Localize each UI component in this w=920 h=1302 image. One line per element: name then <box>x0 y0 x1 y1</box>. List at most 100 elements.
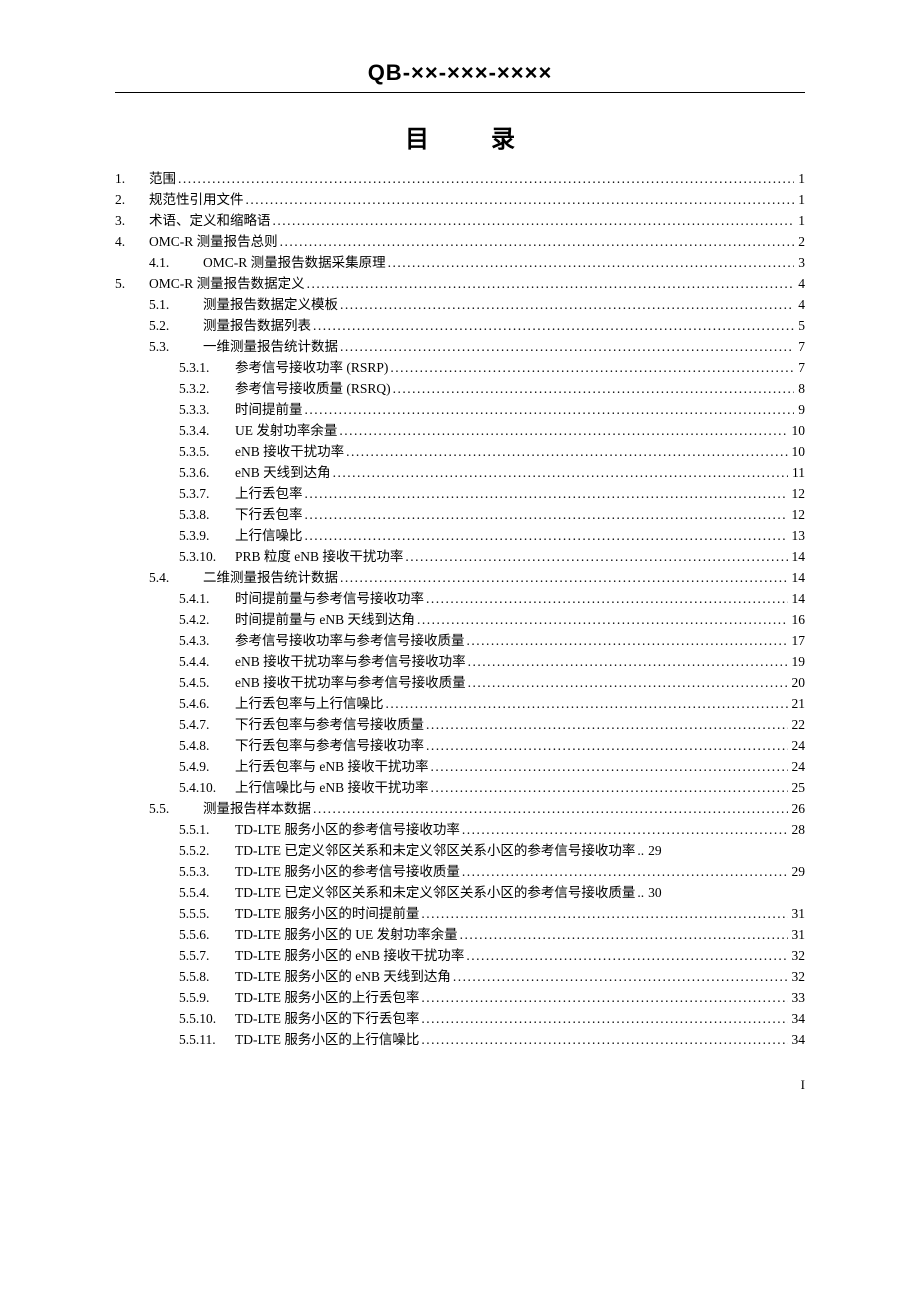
toc-entry[interactable]: 5.5.5.TD-LTE 服务小区的时间提前量 31 <box>115 907 805 921</box>
toc-entry[interactable]: 4.OMC-R 测量报告总则 2 <box>115 235 805 249</box>
toc-entry[interactable]: 5.3.1.参考信号接收功率 (RSRP)7 <box>115 361 805 375</box>
toc-entry[interactable]: 5.5.11.TD-LTE 服务小区的上行信噪比 34 <box>115 1033 805 1047</box>
toc-dots-leader <box>431 760 788 774</box>
toc-entry-number: 5.3.9. <box>179 529 235 543</box>
toc-entry-number: 5.3.3. <box>179 403 235 417</box>
toc-entry[interactable]: 5.4.9.上行丢包率与 eNB 接收干扰功率 24 <box>115 760 805 774</box>
toc-entry-page: 2 <box>796 235 805 249</box>
toc-entry[interactable]: 5.5.2.TD-LTE 已定义邻区关系和未定义邻区关系小区的参考信号接收功率.… <box>115 844 805 858</box>
toc-dots-leader <box>421 991 787 1005</box>
toc-entry[interactable]: 5.3.5.eNB 接收干扰功率10 <box>115 445 805 459</box>
toc-entry-number: 1. <box>115 172 149 186</box>
toc-dots-leader <box>466 949 787 963</box>
toc-entry-label: 时间提前量 <box>235 403 303 417</box>
toc-entry[interactable]: 5.3.2.参考信号接收质量 (RSRQ)8 <box>115 382 805 396</box>
toc-entry[interactable]: 5.4.3.参考信号接收功率与参考信号接收质量 17 <box>115 634 805 648</box>
toc-entry[interactable]: 5.5.10.TD-LTE 服务小区的下行丢包率 34 <box>115 1012 805 1026</box>
toc-entry-number: 5.4.9. <box>179 760 235 774</box>
toc-entry[interactable]: 5.4.1.时间提前量与参考信号接收功率 14 <box>115 592 805 606</box>
toc-dots-leader <box>426 718 788 732</box>
toc-dots-leader <box>178 172 794 186</box>
toc-entry-page: 1 <box>796 172 805 186</box>
toc-entry-number: 5.4.8. <box>179 739 235 753</box>
toc-entry[interactable]: 1.范围 1 <box>115 172 805 186</box>
toc-entry-number: 4.1. <box>149 256 203 270</box>
toc-entry-label: 下行丢包率与参考信号接收质量 <box>235 718 424 732</box>
toc-entry-number: 5.5.10. <box>179 1012 235 1026</box>
toc-entry-label: 二维测量报告统计数据 <box>203 571 338 585</box>
toc-entry[interactable]: 5.4.4.eNB 接收干扰功率与参考信号接收功率 19 <box>115 655 805 669</box>
toc-entry-page: 14 <box>790 592 806 606</box>
toc-entry[interactable]: 5.3.8.下行丢包率 12 <box>115 508 805 522</box>
toc-entry[interactable]: 5.3.10.PRB 粒度 eNB 接收干扰功率 14 <box>115 550 805 564</box>
toc-entry[interactable]: 5.4.6.上行丢包率与上行信噪比 21 <box>115 697 805 711</box>
toc-entry[interactable]: 5.4.10.上行信噪比与 eNB 接收干扰功率25 <box>115 781 805 795</box>
toc-entry-page: 17 <box>790 634 806 648</box>
toc-entry[interactable]: 5.3.3.时间提前量 9 <box>115 403 805 417</box>
toc-dots-leader <box>305 529 788 543</box>
toc-entry[interactable]: 5.2.测量报告数据列表5 <box>115 319 805 333</box>
toc-entry-separator: .. <box>637 844 644 858</box>
toc-entry-label: 上行信噪比与 eNB 接收干扰功率 <box>235 781 429 795</box>
toc-entry[interactable]: 5.5.9.TD-LTE 服务小区的上行丢包率 33 <box>115 991 805 1005</box>
toc-entry-number: 5.4.6. <box>179 697 235 711</box>
toc-entry[interactable]: 5.4.7.下行丢包率与参考信号接收质量 22 <box>115 718 805 732</box>
toc-entry-page: 16 <box>790 613 806 627</box>
toc-entry-number: 5.5.7. <box>179 949 235 963</box>
toc-dots-leader <box>421 1033 787 1047</box>
toc-entry-label: TD-LTE 服务小区的参考信号接收功率 <box>235 823 460 837</box>
toc-entry-label: 范围 <box>149 172 176 186</box>
toc-dots-leader <box>462 865 788 879</box>
toc-entry-number: 5.4.4. <box>179 655 235 669</box>
toc-entry[interactable]: 5.3.一维测量报告统计数据7 <box>115 340 805 354</box>
toc-entry[interactable]: 5.4.2.时间提前量与 eNB 天线到达角 16 <box>115 613 805 627</box>
toc-entry[interactable]: 5.4.8.下行丢包率与参考信号接收功率 24 <box>115 739 805 753</box>
toc-entry-label: eNB 接收干扰功率与参考信号接收功率 <box>235 655 466 669</box>
toc-entry[interactable]: 5.4.5.eNB 接收干扰功率与参考信号接收质量 20 <box>115 676 805 690</box>
toc-entry[interactable]: 5.1.测量报告数据定义模板4 <box>115 298 805 312</box>
toc-entry[interactable]: 5.5.4.TD-LTE 已定义邻区关系和未定义邻区关系小区的参考信号接收质量.… <box>115 886 805 900</box>
toc-entry[interactable]: 5.3.4.UE 发射功率余量10 <box>115 424 805 438</box>
toc-entry-label: 下行丢包率与参考信号接收功率 <box>235 739 424 753</box>
toc-entry[interactable]: 4.1.OMC-R 测量报告数据采集原理 3 <box>115 256 805 270</box>
toc-dots-leader <box>468 676 788 690</box>
toc-entry-label: 时间提前量与 eNB 天线到达角 <box>235 613 415 627</box>
toc-entry-page: 34 <box>790 1012 806 1026</box>
toc-entry-page: 10 <box>790 424 806 438</box>
toc-entry-page: 4 <box>796 298 805 312</box>
toc-entry-label: 上行信噪比 <box>235 529 303 543</box>
toc-entry-number: 3. <box>115 214 149 228</box>
toc-entry-label: 测量报告样本数据 <box>203 802 311 816</box>
toc-dots-leader <box>390 361 794 375</box>
toc-entry-page: 24 <box>790 760 806 774</box>
toc-entry[interactable]: 5.5.3.TD-LTE 服务小区的参考信号接收质量 29 <box>115 865 805 879</box>
toc-entry[interactable]: 5.5.测量报告样本数据26 <box>115 802 805 816</box>
toc-entry-number: 2. <box>115 193 149 207</box>
toc-entry[interactable]: 5.3.6.eNB 天线到达角11 <box>115 466 805 480</box>
toc-dots-leader <box>421 1012 787 1026</box>
toc-entry[interactable]: 5.OMC-R 测量报告数据定义 4 <box>115 277 805 291</box>
toc-dots-leader <box>386 697 788 711</box>
toc-entry[interactable]: 5.5.8.TD-LTE 服务小区的 eNB 天线到达角32 <box>115 970 805 984</box>
toc-entry[interactable]: 5.3.7.上行丢包率 12 <box>115 487 805 501</box>
toc-entry[interactable]: 5.5.7.TD-LTE 服务小区的 eNB 接收干扰功率 32 <box>115 949 805 963</box>
toc-entry-number: 5.4.2. <box>179 613 235 627</box>
toc-entry[interactable]: 2.规范性引用文件1 <box>115 193 805 207</box>
toc-entry-page: 7 <box>796 361 805 375</box>
toc-dots-leader <box>340 340 794 354</box>
toc-entry-page: 33 <box>790 991 806 1005</box>
toc-dots-leader <box>280 235 795 249</box>
toc-entry-label: 下行丢包率 <box>235 508 303 522</box>
toc-entry[interactable]: 5.5.1.TD-LTE 服务小区的参考信号接收功率 28 <box>115 823 805 837</box>
toc-entry[interactable]: 3.术语、定义和缩略语1 <box>115 214 805 228</box>
toc-entry-label: eNB 接收干扰功率与参考信号接收质量 <box>235 676 466 690</box>
toc-entry-number: 5.5.6. <box>179 928 235 942</box>
toc-dots-leader <box>305 403 795 417</box>
toc-dots-leader <box>467 634 788 648</box>
toc-entry[interactable]: 5.4.二维测量报告统计数据14 <box>115 571 805 585</box>
toc-entry-number: 5. <box>115 277 149 291</box>
toc-title: 目 录 <box>115 119 805 154</box>
toc-entry[interactable]: 5.3.9.上行信噪比 13 <box>115 529 805 543</box>
toc-entry-label: 上行丢包率 <box>235 487 303 501</box>
toc-entry[interactable]: 5.5.6.TD-LTE 服务小区的 UE 发射功率余量 31 <box>115 928 805 942</box>
